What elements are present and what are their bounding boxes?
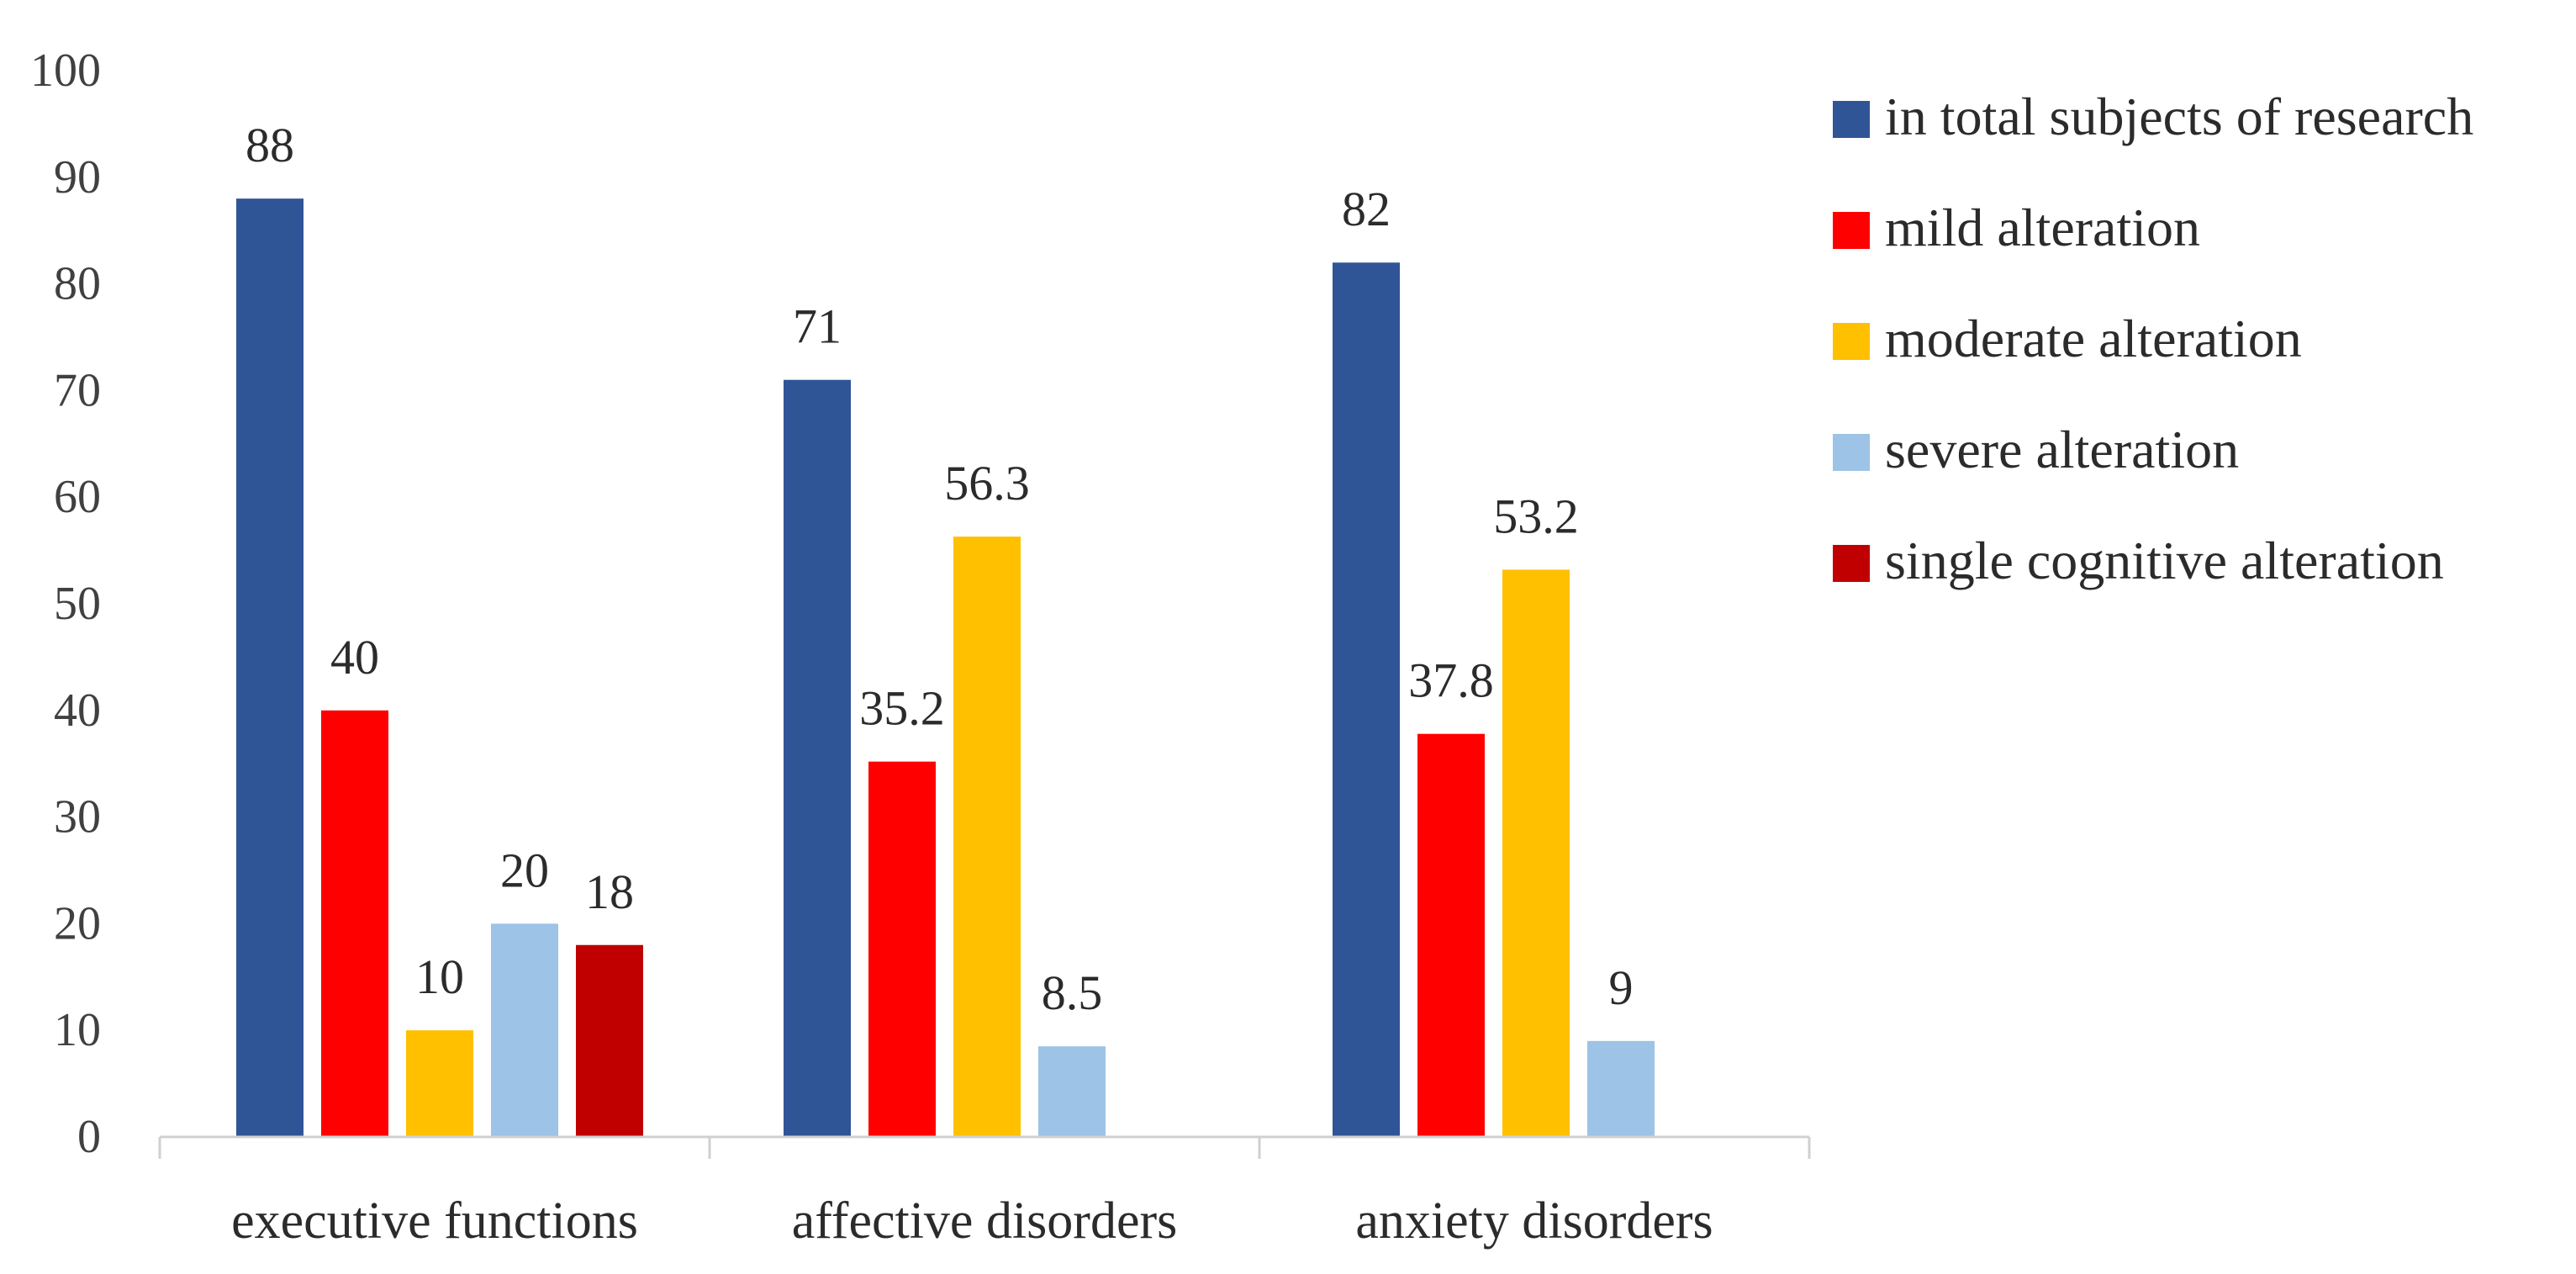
bar-in-total-subjects-of-research-executive-functions bbox=[236, 198, 304, 1137]
y-tick-label: 100 bbox=[30, 45, 101, 97]
bar-mild-alteration-executive-functions bbox=[321, 710, 388, 1137]
legend-swatch bbox=[1833, 101, 1870, 138]
data-label: 71 bbox=[793, 299, 842, 354]
x-axis bbox=[158, 1135, 1811, 1159]
data-label: 88 bbox=[245, 118, 294, 172]
y-tick-label: 40 bbox=[54, 685, 101, 737]
category-label: affective disorders bbox=[792, 1192, 1178, 1250]
y-tick-label: 50 bbox=[54, 578, 101, 630]
data-label: 53.2 bbox=[1493, 489, 1579, 543]
y-tick-label: 60 bbox=[54, 471, 101, 523]
y-tick-label: 10 bbox=[54, 1004, 101, 1056]
legend-swatch bbox=[1833, 434, 1870, 471]
y-tick-label: 70 bbox=[54, 364, 101, 416]
data-label: 20 bbox=[500, 843, 549, 897]
y-tick-label: 30 bbox=[54, 791, 101, 843]
bars-group bbox=[236, 198, 1655, 1138]
data-label: 35.2 bbox=[859, 681, 945, 736]
bar-moderate-alteration-executive-functions bbox=[406, 1030, 473, 1137]
data-label: 56.3 bbox=[944, 456, 1030, 510]
data-label: 37.8 bbox=[1408, 653, 1494, 708]
data-label: 82 bbox=[1342, 182, 1391, 236]
data-label: 9 bbox=[1609, 960, 1634, 1015]
legend-label: severe alteration bbox=[1885, 420, 2239, 479]
y-tick-label: 90 bbox=[54, 151, 101, 204]
data-label: 18 bbox=[585, 864, 634, 919]
legend-swatch bbox=[1833, 323, 1870, 360]
bar-severe-alteration-affective-disorders bbox=[1038, 1046, 1106, 1137]
y-tick-label: 80 bbox=[54, 258, 101, 310]
y-tick-label: 0 bbox=[77, 1111, 101, 1163]
category-labels-group: executive functions affective disorders an… bbox=[231, 1192, 1713, 1250]
legend-swatch bbox=[1833, 212, 1870, 249]
bar-mild-alteration-anxiety-disorders bbox=[1417, 733, 1485, 1137]
bar-moderate-alteration-anxiety-disorders bbox=[1502, 569, 1570, 1137]
bar-in-total-subjects-of-research-anxiety-disorders bbox=[1333, 262, 1400, 1137]
bar-mild-alteration-affective-disorders bbox=[868, 761, 936, 1137]
data-labels-group: 88 40 10 20 18 71 35.2 56.3 8.5 82 37.8 53.2 9 bbox=[245, 118, 1634, 1020]
bar-severe-alteration-executive-functions bbox=[491, 923, 558, 1137]
legend-swatch bbox=[1833, 545, 1870, 582]
bar-severe-alteration-anxiety-disorders bbox=[1587, 1040, 1655, 1137]
bar-single-cognitive-alteration-executive-functions bbox=[576, 944, 643, 1137]
data-label: 10 bbox=[415, 949, 464, 1004]
bar-moderate-alteration-affective-disorders bbox=[953, 537, 1021, 1137]
category-label: executive functions bbox=[231, 1192, 638, 1250]
category-label: anxiety disorders bbox=[1355, 1192, 1713, 1250]
legend-label: in total subjects of research bbox=[1885, 87, 2473, 146]
legend-label: single cognitive alteration bbox=[1885, 531, 2444, 590]
y-axis-ticks: 0 10 20 30 40 50 60 70 80 90 100 bbox=[30, 45, 101, 1163]
legend-label: moderate alteration bbox=[1885, 309, 2302, 368]
legend: in total subjects of research mild altera… bbox=[1833, 87, 2473, 590]
data-label: 40 bbox=[330, 630, 379, 685]
y-tick-label: 20 bbox=[54, 897, 101, 949]
legend-label: mild alteration bbox=[1885, 198, 2200, 257]
data-label: 8.5 bbox=[1042, 965, 1103, 1020]
bar-in-total-subjects-of-research-affective-disorders bbox=[784, 379, 851, 1138]
